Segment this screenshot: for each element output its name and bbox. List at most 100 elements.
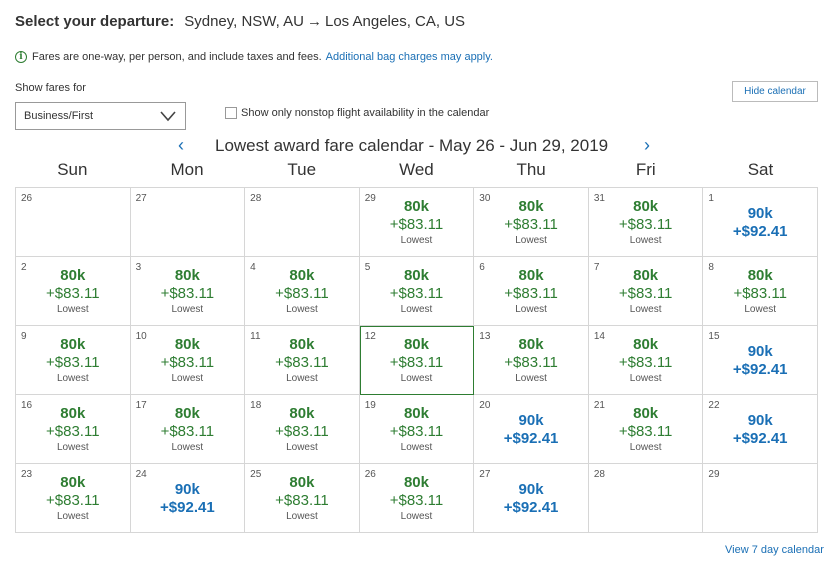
day-number: 6 xyxy=(479,262,485,273)
calendar-day-cell: 27 xyxy=(130,188,246,257)
prev-month-icon[interactable]: ‹ xyxy=(178,135,184,155)
day-number: 16 xyxy=(21,400,33,411)
fare-miles: 90k xyxy=(518,481,544,498)
fare-calendar-grid: 26 27 28 29 80k +$83.11 Lowest 30 80k +$83.11 Lowe… xyxy=(15,187,818,533)
fare-taxes: +$83.11 xyxy=(46,354,100,371)
next-month-icon[interactable]: › xyxy=(644,135,650,155)
fare-taxes: +$83.11 xyxy=(46,423,100,440)
day-number: 3 xyxy=(135,262,142,273)
calendar-day-cell[interactable]: 18 80k +$83.11 Lowest xyxy=(245,395,360,464)
calendar-title: Lowest award fare calendar - May 26 - Ju… xyxy=(215,136,609,155)
calendar-day-cell[interactable]: 31 80k +$83.11 Lowest xyxy=(588,188,704,257)
fare-miles: 80k xyxy=(633,198,659,215)
day-number: 24 xyxy=(135,469,147,480)
lowest-fare-tag: Lowest xyxy=(400,304,433,315)
calendar-day-cell[interactable]: 4 80k +$83.11 Lowest xyxy=(245,257,360,326)
fare-taxes: +$83.11 xyxy=(389,216,444,233)
day-number: 8 xyxy=(708,262,714,273)
calendar-day-cell[interactable]: 20 90k +$92.41 xyxy=(474,395,589,464)
calendar-day-cell[interactable]: 30 80k +$83.11 Lowest xyxy=(474,188,589,257)
day-number: 5 xyxy=(364,262,371,273)
hide-calendar-button[interactable]: Hide calendar xyxy=(732,81,818,102)
calendar-day-cell[interactable]: 29 80k +$83.11 Lowest xyxy=(359,188,475,257)
calendar-day-cell[interactable]: 6 80k +$83.11 Lowest xyxy=(474,257,589,326)
nonstop-label: Show only nonstop flight availability in… xyxy=(241,107,490,119)
fare-info: 80k +$83.11 Lowest xyxy=(131,336,245,385)
fare-taxes: +$83.11 xyxy=(389,354,444,371)
lowest-fare-tag: Lowest xyxy=(629,442,662,453)
day-number: 4 xyxy=(250,262,256,273)
calendar-day-cell[interactable]: 1 90k +$92.41 xyxy=(703,188,818,257)
calendar-day-cell[interactable]: 10 80k +$83.11 Lowest xyxy=(130,326,246,395)
fare-taxes: +$83.11 xyxy=(46,285,100,302)
nonstop-filter[interactable]: Show only nonstop flight availability in… xyxy=(225,107,489,119)
bag-charges-link[interactable]: Additional bag charges may apply. xyxy=(325,51,493,63)
calendar-day-cell[interactable]: 23 80k +$83.11 Lowest xyxy=(16,464,131,533)
info-icon: i xyxy=(15,51,27,63)
day-number: 10 xyxy=(135,331,147,342)
calendar-day-cell[interactable]: 13 80k +$83.11 Lowest xyxy=(474,326,589,395)
calendar-day-cell: 26 xyxy=(16,188,131,257)
calendar-title-row: ‹ Lowest award fare calendar - May 26 - … xyxy=(170,135,670,157)
fare-miles: 90k xyxy=(174,481,200,498)
calendar-day-cell[interactable]: 19 80k +$83.11 Lowest xyxy=(359,395,475,464)
calendar-day-cell[interactable]: 9 80k +$83.11 Lowest xyxy=(16,326,131,395)
day-number: 29 xyxy=(364,193,376,204)
calendar-day-cell[interactable]: 25 80k +$83.11 Lowest xyxy=(245,464,360,533)
day-number: 9 xyxy=(21,331,27,342)
weekday-tue: Tue xyxy=(287,160,317,179)
fare-info: 80k +$83.11 Lowest xyxy=(474,198,588,247)
calendar-day-cell: 28 xyxy=(588,464,704,533)
day-number: 20 xyxy=(479,400,491,411)
fare-miles: 80k xyxy=(633,336,659,353)
fare-miles: 80k xyxy=(289,336,315,353)
calendar-day-cell[interactable]: 5 80k +$83.11 Lowest xyxy=(359,257,475,326)
calendar-day-cell[interactable]: 3 80k +$83.11 Lowest xyxy=(130,257,246,326)
cabin-select[interactable]: Business/First xyxy=(15,102,186,130)
calendar-day-cell[interactable]: 21 80k +$83.11 Lowest xyxy=(588,395,704,464)
calendar-day-cell[interactable]: 26 80k +$83.11 Lowest xyxy=(359,464,475,533)
day-number: 30 xyxy=(479,193,491,204)
calendar-day-cell[interactable]: 14 80k +$83.11 Lowest xyxy=(588,326,704,395)
fare-info: 80k +$83.11 Lowest xyxy=(360,474,474,523)
calendar-day-cell[interactable]: 7 80k +$83.11 Lowest xyxy=(588,257,704,326)
departure-label: Select your departure: xyxy=(15,12,175,30)
fare-info: 80k +$83.11 Lowest xyxy=(245,405,359,454)
day-number: 7 xyxy=(593,262,600,273)
fare-miles: 80k xyxy=(60,405,86,422)
fare-info: 90k +$92.41 xyxy=(131,481,245,517)
fare-taxes: +$83.11 xyxy=(275,354,329,371)
fare-info: 80k +$83.11 Lowest xyxy=(589,336,703,385)
view-7-day-calendar-link[interactable]: View 7 day calendar xyxy=(725,544,824,556)
fare-info-text: Fares are one-way, per person, and inclu… xyxy=(32,51,322,63)
destination-text: Los Angeles, CA, US xyxy=(324,12,466,30)
calendar-day-cell[interactable]: 16 80k +$83.11 Lowest xyxy=(16,395,131,464)
day-number: 22 xyxy=(708,400,720,411)
calendar-day-cell[interactable]: 27 90k +$92.41 xyxy=(474,464,589,533)
calendar-day-cell[interactable]: 15 90k +$92.41 xyxy=(703,326,818,395)
fare-info: 80k +$83.11 Lowest xyxy=(245,474,359,523)
fare-taxes: +$83.11 xyxy=(504,285,558,302)
calendar-day-cell[interactable]: 24 90k +$92.41 xyxy=(130,464,246,533)
calendar-day-cell: 28 xyxy=(245,188,360,257)
calendar-day-cell[interactable]: 11 80k +$83.11 Lowest xyxy=(245,326,360,395)
calendar-day-cell[interactable]: 12 80k +$83.11 Lowest xyxy=(359,326,475,395)
fare-taxes: +$92.41 xyxy=(732,430,788,447)
fare-taxes: +$83.11 xyxy=(618,423,673,440)
fare-taxes: +$83.11 xyxy=(618,354,673,371)
fare-taxes: +$92.41 xyxy=(503,499,559,516)
day-number: 14 xyxy=(593,331,605,342)
fare-miles: 80k xyxy=(633,405,659,422)
day-number: 11 xyxy=(250,331,261,342)
departure-header: Select your departure: Sydney, NSW, AU →… xyxy=(15,11,465,31)
nonstop-checkbox[interactable] xyxy=(225,107,237,119)
fare-miles: 80k xyxy=(60,474,86,491)
lowest-fare-tag: Lowest xyxy=(286,511,318,522)
fare-miles: 90k xyxy=(518,412,544,429)
lowest-fare-tag: Lowest xyxy=(286,304,318,315)
calendar-day-cell[interactable]: 22 90k +$92.41 xyxy=(703,395,818,464)
weekday-header: Sun Mon Tue Wed Thu Fri Sat xyxy=(15,160,818,180)
calendar-day-cell[interactable]: 8 80k +$83.11 Lowest xyxy=(703,257,818,326)
calendar-day-cell[interactable]: 17 80k +$83.11 Lowest xyxy=(130,395,246,464)
calendar-day-cell[interactable]: 2 80k +$83.11 Lowest xyxy=(16,257,131,326)
